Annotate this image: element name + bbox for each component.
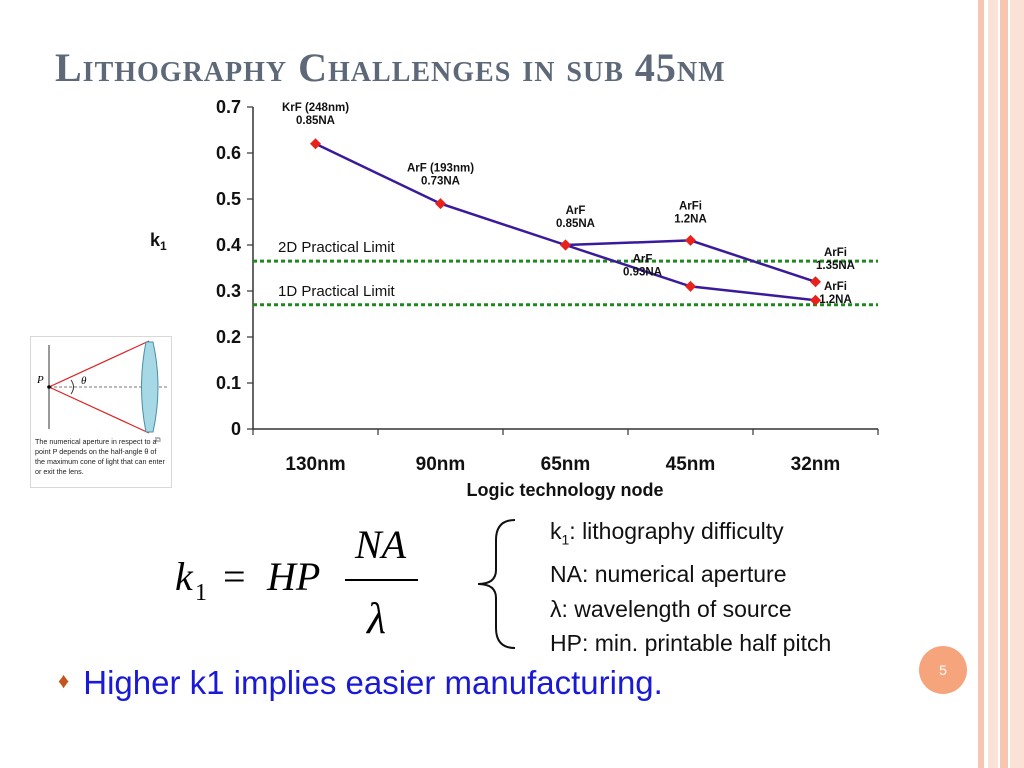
x-tick-label: 130nm [285,454,345,475]
legend-desc: : lithography difficulty [569,518,784,544]
decor-stripe [1000,0,1008,768]
formula-numerator: NA [354,522,407,567]
data-point-marker [685,280,696,292]
y-tick-label: 0.1 [216,373,241,393]
data-point-label: 0.73NA [421,176,460,188]
numerical-aperture-inset: P θ ⧉ The numerical aperture in respect … [30,336,172,488]
curly-brace [477,519,516,649]
data-point-marker [435,198,446,210]
legend-term: k [550,518,562,544]
point-p-label: P [36,374,44,386]
lens-diagram: P θ [36,340,169,434]
y-tick-label: 0 [231,419,241,439]
data-point-marker [810,276,821,288]
legend-term: NA [550,561,582,588]
legend-desc: : wavelength of source [561,595,792,622]
x-tick-label: 32nm [791,454,841,475]
symbol-legend: k1: lithography difficulty NA: numerical… [550,514,831,661]
bullet-text: Higher k1 implies easier manufacturing. [83,664,663,701]
legend-item-na: NA: numerical aperture [550,557,831,592]
data-point-marker [310,138,321,150]
cone-ray-bottom [48,386,150,434]
legend-term-subscript: 1 [561,531,570,548]
legend-item-hp: HP: min. printable half pitch [550,626,831,661]
y-tick-label: 0.4 [216,235,241,255]
x-axis-title: Logic technology node [467,480,664,500]
decor-stripe [1010,0,1024,768]
diamond-bullet-icon: ♦ [58,668,70,693]
practical-limit-label: 1D Practical Limit [278,283,396,300]
brace-path [477,519,516,649]
y-tick-label: 0.3 [216,281,241,301]
y-axis-title: k1 [150,230,167,253]
formula-equals: = [223,554,246,599]
data-point-label: 0.85NA [556,218,595,230]
x-tick-label: 45nm [666,454,716,475]
bullet-point: ♦ Higher k1 implies easier manufacturing. [58,664,663,702]
y-tick-label: 0.2 [216,327,241,347]
legend-item-lambda: λ: wavelength of source [550,592,831,627]
formula-k: k [175,554,194,599]
data-point-label: KrF (248nm) [282,102,349,114]
formula-hp: HP [266,554,320,599]
data-point-label: 0.93NA [623,266,662,278]
y-tick-label: 0.7 [216,97,241,117]
data-point-label: 1.35NA [816,260,855,272]
decor-stripe [988,0,998,768]
decor-stripe [978,0,984,768]
formula-k-subscript: 1 [195,580,207,606]
data-point-label: 1.2NA [674,213,707,225]
legend-item-k1: k1: lithography difficulty [550,514,831,557]
data-point-marker [685,234,696,246]
y-tick-label: 0.5 [216,189,241,209]
lens-shape [141,341,159,433]
legend-desc: : min. printable half pitch [581,630,832,657]
data-point-marker [560,239,571,251]
data-point-label: ArF (193nm) [407,163,474,175]
data-point-label: 1.2NA [819,294,852,306]
angle-arc [70,379,74,395]
data-point-label: ArFi [824,281,847,293]
legend-desc: : numerical aperture [581,561,787,588]
data-point-label: ArFi [824,247,847,259]
formula-denominator: λ [365,594,386,643]
x-tick-label: 90nm [416,454,466,475]
legend-term: HP [550,630,582,657]
data-point-label: ArF [633,253,653,265]
data-point-marker [810,294,821,306]
cone-ray-top [48,340,150,388]
data-point-label: ArF [566,205,586,217]
y-tick-label: 0.6 [216,143,241,163]
practical-limit-label: 2D Practical Limit [278,239,396,256]
legend-term: λ [550,595,562,622]
slide-title: Lithography Challenges in sub 45nm [55,45,726,90]
page-number-badge: 5 [919,646,967,694]
data-point-label: ArFi [679,200,702,212]
angle-theta-label: θ [81,375,87,387]
k1-chart: 0 0.1 0.2 0.3 0.4 0.5 0.6 0.7 130nm 90nm 65nm 45nm 3… [150,97,879,500]
k1-formula: k 1 = HP NA λ [175,522,418,643]
x-tick-label: 65nm [541,454,591,475]
data-point-label: 0.85NA [296,115,335,127]
magnify-icon[interactable]: ⧉ [155,435,161,444]
inset-caption: The numerical aperture in respect to a p… [35,437,165,476]
point-p-dot [47,385,51,389]
